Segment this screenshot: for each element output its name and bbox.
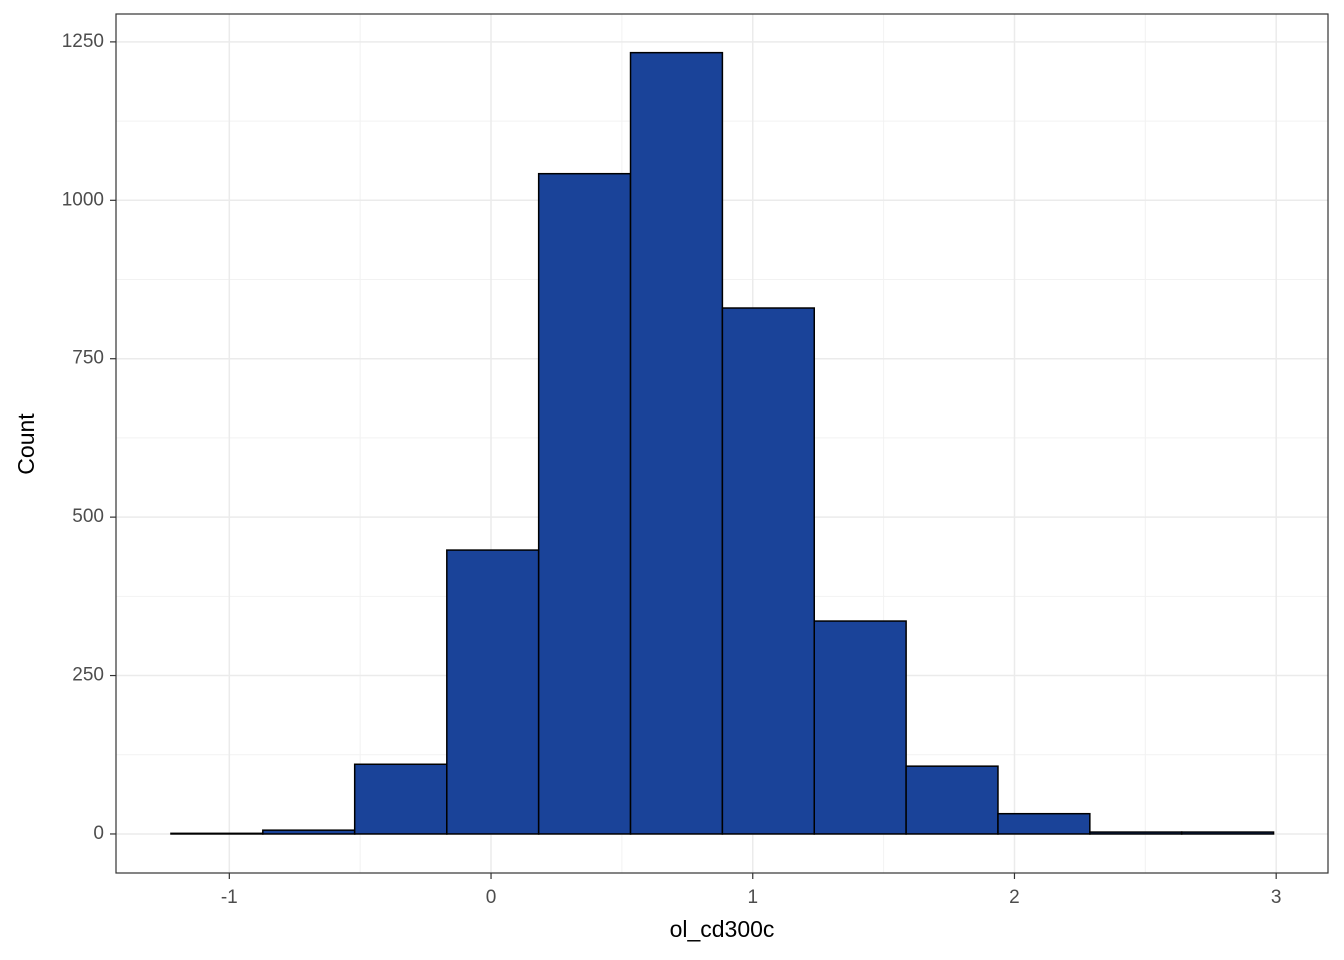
bar bbox=[905, 765, 999, 835]
x-axis-title: ol_cd300c bbox=[670, 916, 775, 942]
y-axis-title: Count bbox=[13, 413, 39, 475]
bar bbox=[813, 620, 907, 835]
x-tick-label: 2 bbox=[1009, 887, 1020, 908]
bar bbox=[353, 763, 448, 835]
bar bbox=[262, 829, 356, 835]
y-tick-label: 1000 bbox=[62, 189, 104, 210]
bar bbox=[446, 549, 540, 835]
x-tick-label: 0 bbox=[486, 887, 497, 908]
bar bbox=[997, 812, 1091, 835]
bar bbox=[170, 832, 264, 835]
y-tick-label: 0 bbox=[93, 823, 104, 844]
y-tick-label: 1250 bbox=[62, 31, 104, 52]
x-tick-label: 3 bbox=[1271, 887, 1282, 908]
x-tick-label: 1 bbox=[747, 887, 758, 908]
y-tick-label: 750 bbox=[72, 348, 104, 369]
bar bbox=[721, 307, 816, 835]
panel-border bbox=[115, 13, 1329, 874]
bar bbox=[1180, 831, 1275, 835]
y-tick-label: 500 bbox=[72, 506, 104, 527]
bar bbox=[537, 172, 632, 835]
y-tick-label: 250 bbox=[72, 665, 104, 686]
bar bbox=[1089, 831, 1183, 835]
x-tick-label: -1 bbox=[221, 887, 238, 908]
bar bbox=[629, 51, 724, 835]
